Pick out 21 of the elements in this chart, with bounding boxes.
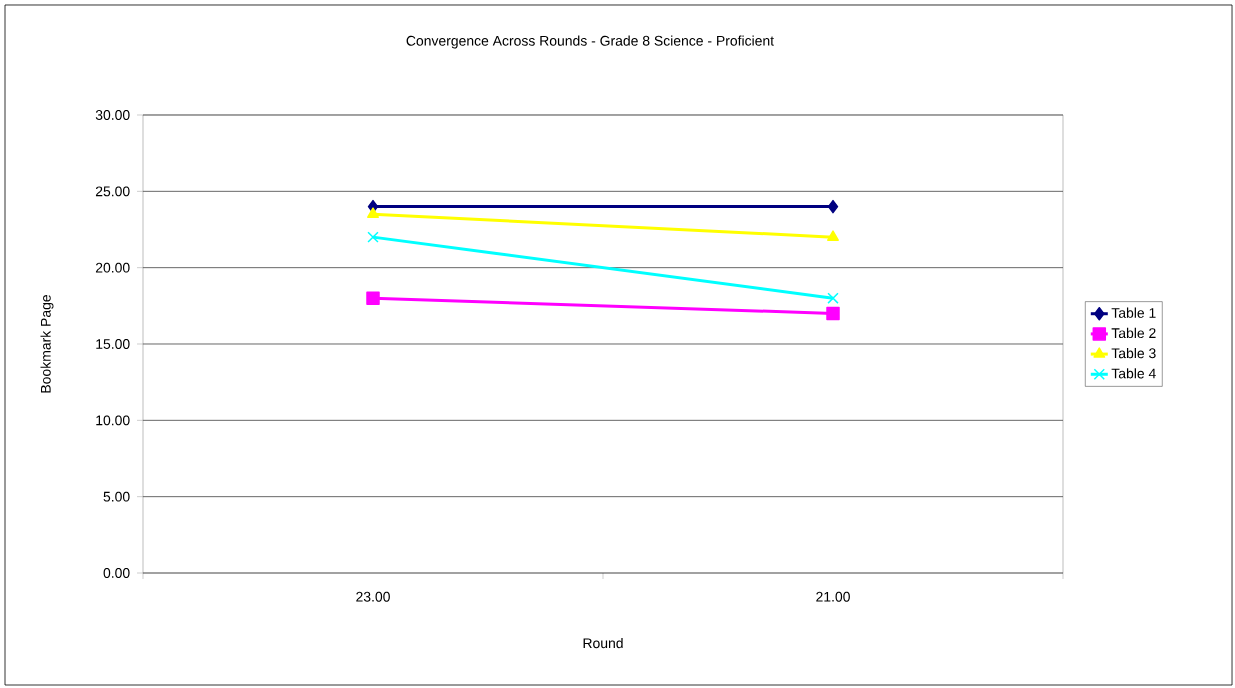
chart-title: Convergence Across Rounds - Grade 8 Science - Proficient	[406, 35, 774, 49]
y-tick-label: 10.00	[96, 415, 130, 426]
y-tick-label: 20.00	[95, 262, 130, 273]
point	[827, 199, 839, 214]
y-tick-label: 25.00	[95, 186, 130, 197]
legend-label: Table 3	[1111, 347, 1156, 359]
point	[827, 292, 839, 304]
point	[367, 231, 379, 243]
point	[366, 291, 380, 305]
legend-label: Table 2	[1111, 327, 1156, 339]
y-tick-label: 5.00	[103, 491, 130, 502]
y-tick-label: 0.00	[103, 568, 130, 578]
point	[826, 306, 840, 321]
x-tick-label: 21.00	[816, 591, 850, 602]
y-axis-title: Bookmark Page	[40, 295, 54, 393]
x-axis-title: Round	[583, 637, 623, 649]
x-tick-label: 23.00	[356, 591, 390, 602]
legend-label: Table 4	[1111, 368, 1156, 379]
y-tick-label: 30.00	[95, 110, 130, 120]
legend-label: Table 1	[1111, 307, 1156, 318]
y-tick-label: 15.00	[96, 339, 130, 349]
